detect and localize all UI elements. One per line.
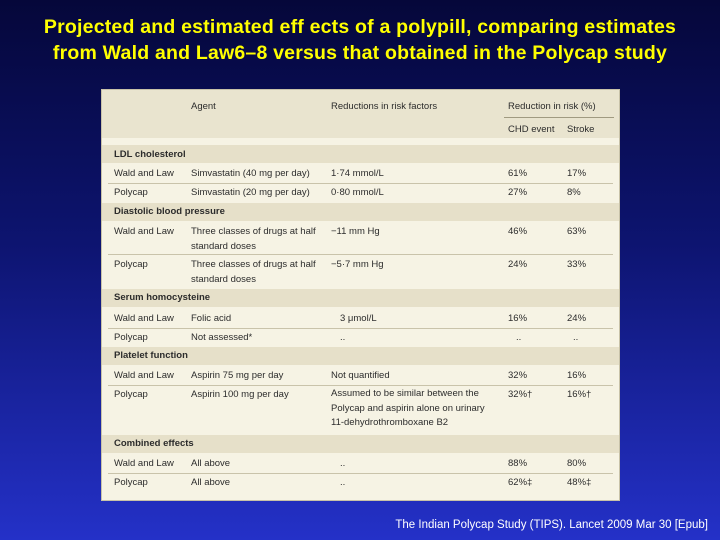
cell-reduction: −5·7 mm Hg	[331, 259, 384, 270]
cell-agent: Folic acid	[191, 313, 232, 324]
header-agent: Agent	[191, 101, 216, 112]
cell-chd: ..	[516, 332, 522, 343]
cell-reduction: 3 μmol/L	[340, 313, 377, 324]
cell-agent: All above	[191, 458, 231, 469]
section-title: LDL cholesterol	[114, 149, 186, 160]
cell-chd: 46%	[508, 226, 528, 237]
cell-stroke: 8%	[567, 187, 581, 198]
cell-source: Wald and Law	[114, 226, 174, 237]
citation-footer: The Indian Polycap Study (TIPS). Lancet …	[395, 519, 708, 531]
header-subrule	[504, 117, 614, 118]
cell-chd: 32%	[508, 370, 528, 381]
cell-reduction: 1·74 mmol/L	[331, 168, 384, 179]
table-row: Wald and Law Three classes of drugs at h…	[102, 222, 619, 254]
cell-agent: Simvastatin (40 mg per day)	[191, 168, 310, 179]
cell-reduction: Not quantified	[331, 370, 390, 381]
section-diastolic: Diastolic blood pressure	[102, 203, 619, 221]
title-line-1: Projected and estimated eff ects of a po…	[43, 16, 677, 38]
cell-source: Wald and Law	[114, 168, 174, 179]
cell-stroke: 48%‡	[567, 477, 592, 488]
table-row: Wald and Law All above .. 88% 80%	[102, 455, 619, 474]
section-platelet: Platelet function	[102, 347, 619, 365]
cell-agent: Not assessed*	[191, 332, 253, 343]
cell-stroke: 16%†	[567, 389, 592, 400]
section-title: Diastolic blood pressure	[114, 206, 225, 217]
cell-reduction: ..	[340, 477, 346, 488]
table-header: Agent Reductions in risk factors Reducti…	[102, 90, 619, 138]
cell-source: Polycap	[114, 477, 148, 488]
cell-reduction: Assumed to be similar between the Polyca…	[331, 388, 485, 428]
cell-reduction: ..	[340, 458, 346, 469]
table-row: Polycap All above .. 62%‡ 48%‡	[102, 475, 619, 494]
cell-agent: Aspirin 75 mg per day	[191, 370, 284, 381]
cell-reduction: −11 mm Hg	[331, 226, 380, 237]
cell-source: Polycap	[114, 187, 148, 198]
cell-chd: 24%	[508, 259, 528, 270]
table-row: Wald and Law Simvastatin (40 mg per day)…	[102, 164, 619, 183]
section-combined: Combined effects	[102, 435, 619, 453]
cell-stroke: 33%	[567, 259, 587, 270]
table-row: Wald and Law Folic acid 3 μmol/L 16% 24%	[102, 309, 619, 328]
section-title: Serum homocysteine	[114, 292, 211, 303]
cell-chd: 62%‡	[508, 477, 533, 488]
cell-agent: Three classes of drugs at half standard …	[191, 259, 316, 285]
cell-agent: Simvastatin (20 mg per day)	[191, 187, 310, 198]
cell-reduction: 0·80 mmol/L	[331, 187, 384, 198]
table-row: Polycap Not assessed* .. .. ..	[102, 329, 619, 348]
section-title: Platelet function	[114, 350, 188, 361]
cell-stroke: ..	[573, 332, 579, 343]
slide-title: Projected and estimated eff ects of a po…	[0, 14, 720, 66]
table-row: Wald and Law Aspirin 75 mg per day Not q…	[102, 367, 619, 386]
cell-agent: All above	[191, 477, 231, 488]
row-separator	[108, 183, 613, 184]
cell-source: Polycap	[114, 332, 148, 343]
section-ldl: LDL cholesterol	[102, 145, 619, 163]
table-row: Polycap Simvastatin (20 mg per day) 0·80…	[102, 184, 619, 203]
cell-agent: Aspirin 100 mg per day	[191, 389, 289, 400]
cell-chd: 27%	[508, 187, 528, 198]
cell-stroke: 16%	[567, 370, 587, 381]
header-reduction-in-risk: Reduction in risk (%)	[508, 101, 596, 112]
cell-source: Wald and Law	[114, 313, 174, 324]
title-line-2: from Wald and Law6–8 versus that obtaine…	[52, 42, 668, 64]
cell-stroke: 24%	[567, 313, 587, 324]
table-row: Polycap Three classes of drugs at half s…	[102, 256, 619, 288]
table-row: Polycap Aspirin 100 mg per day Assumed t…	[102, 387, 619, 435]
cell-source: Polycap	[114, 259, 148, 270]
row-separator	[108, 385, 613, 386]
cell-reduction: ..	[340, 332, 346, 343]
results-table: Agent Reductions in risk factors Reducti…	[101, 89, 620, 501]
row-separator	[108, 254, 613, 255]
cell-source: Polycap	[114, 389, 148, 400]
cell-chd: 61%	[508, 168, 528, 179]
cell-source: Wald and Law	[114, 370, 174, 381]
cell-chd: 88%	[508, 458, 528, 469]
header-reductions: Reductions in risk factors	[331, 101, 438, 112]
header-stroke: Stroke	[567, 124, 595, 135]
cell-chd: 32%†	[508, 389, 533, 400]
cell-stroke: 63%	[567, 226, 587, 237]
cell-stroke: 80%	[567, 458, 587, 469]
section-title: Combined effects	[114, 438, 194, 449]
section-homocysteine: Serum homocysteine	[102, 289, 619, 307]
cell-chd: 16%	[508, 313, 528, 324]
row-separator	[108, 473, 613, 474]
cell-source: Wald and Law	[114, 458, 174, 469]
cell-stroke: 17%	[567, 168, 587, 179]
cell-agent: Three classes of drugs at half standard …	[191, 226, 316, 252]
row-separator	[108, 328, 613, 329]
header-chd: CHD event	[508, 124, 555, 135]
